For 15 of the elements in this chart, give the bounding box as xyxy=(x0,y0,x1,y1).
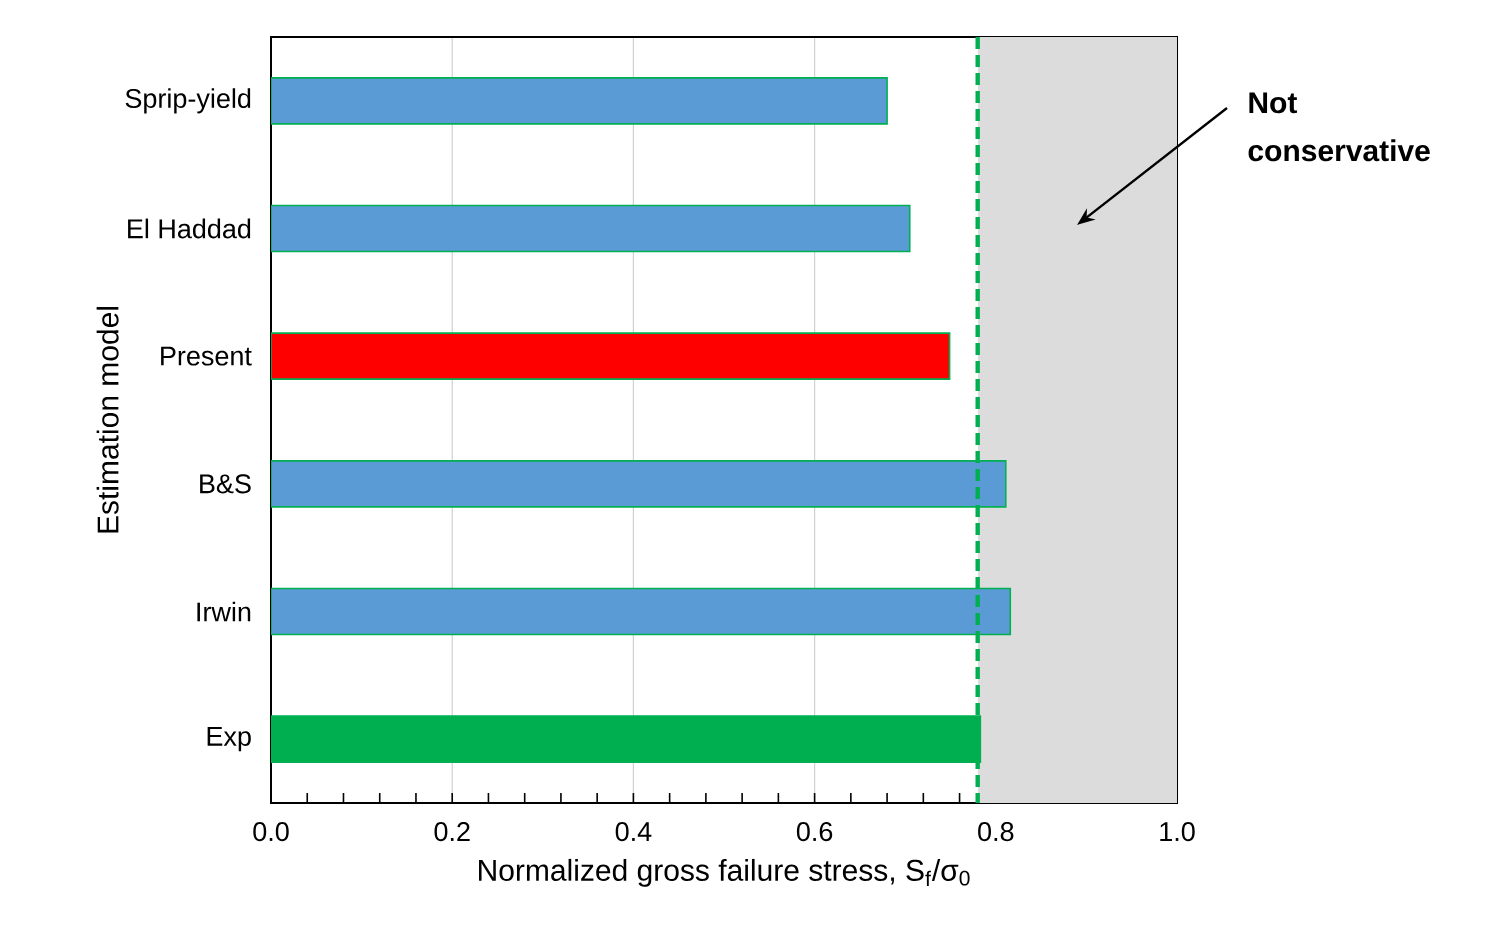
x-tick-label: 0.2 xyxy=(434,822,470,842)
y-tick-label: Sprip-yield xyxy=(125,88,251,114)
x-tick-label: 0.6 xyxy=(796,822,833,842)
y-tick-label: El Haddad xyxy=(128,218,251,239)
x-tick-label: 0.0 xyxy=(253,822,289,842)
x-tick-label: 0.4 xyxy=(615,822,652,842)
y-tick-label: Irwin xyxy=(197,601,251,622)
y-axis-title: Estimation model xyxy=(96,307,119,533)
y-tick-label: Exp xyxy=(207,727,251,752)
y-tick-label: B&S xyxy=(200,474,251,494)
x-tick-label: 0.8 xyxy=(978,822,1014,842)
x-tick-label: 1.0 xyxy=(1160,822,1195,842)
x-axis-title: Normalized gross failure stress, S$_{f}$/σ$_{0}$ xyxy=(479,858,970,887)
band-label: Not conservative xyxy=(1248,92,1430,162)
y-tick-label: Present xyxy=(161,346,252,366)
